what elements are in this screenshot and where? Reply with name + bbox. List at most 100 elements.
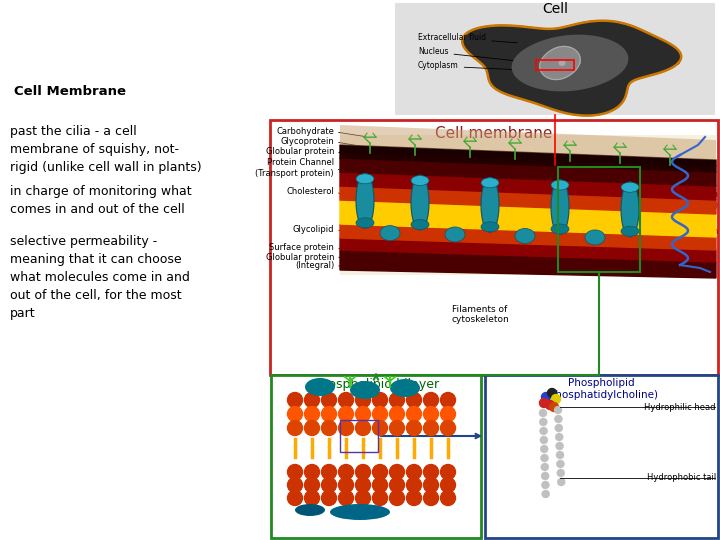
Circle shape — [287, 490, 302, 505]
Circle shape — [322, 490, 336, 505]
Ellipse shape — [481, 178, 499, 188]
Circle shape — [356, 421, 371, 435]
Circle shape — [372, 477, 387, 492]
Text: Cell Membrane: Cell Membrane — [14, 85, 126, 98]
Circle shape — [322, 421, 336, 435]
Ellipse shape — [585, 230, 605, 245]
Circle shape — [390, 464, 405, 480]
Circle shape — [338, 477, 354, 492]
Ellipse shape — [481, 177, 499, 232]
Ellipse shape — [305, 378, 335, 396]
Circle shape — [539, 427, 548, 435]
Ellipse shape — [515, 228, 535, 244]
Circle shape — [539, 418, 547, 426]
Circle shape — [441, 490, 456, 505]
Circle shape — [423, 421, 438, 435]
Circle shape — [390, 393, 405, 408]
Circle shape — [557, 478, 565, 486]
Ellipse shape — [621, 183, 639, 192]
Polygon shape — [340, 224, 716, 250]
Circle shape — [407, 477, 421, 492]
Circle shape — [556, 442, 564, 450]
Ellipse shape — [390, 379, 420, 397]
Ellipse shape — [411, 220, 429, 229]
Circle shape — [305, 490, 320, 505]
Ellipse shape — [380, 226, 400, 240]
Circle shape — [541, 481, 549, 489]
Bar — [558, 167, 640, 272]
Polygon shape — [340, 125, 716, 160]
Circle shape — [540, 436, 548, 444]
Circle shape — [305, 393, 320, 408]
Circle shape — [423, 407, 438, 422]
Circle shape — [322, 407, 336, 422]
Bar — [485, 375, 718, 538]
Text: Phospholipid bilayer: Phospholipid bilayer — [313, 378, 439, 391]
Circle shape — [423, 393, 438, 408]
Circle shape — [287, 407, 302, 422]
Text: Extracellular fluid: Extracellular fluid — [418, 33, 517, 43]
Circle shape — [338, 464, 354, 480]
Circle shape — [287, 421, 302, 435]
Circle shape — [407, 407, 421, 422]
Circle shape — [390, 477, 405, 492]
Circle shape — [356, 490, 371, 505]
Circle shape — [441, 421, 456, 435]
Text: Hydrophilic head: Hydrophilic head — [644, 402, 716, 411]
Circle shape — [541, 393, 551, 402]
Text: Carbohydrate: Carbohydrate — [276, 127, 334, 137]
Circle shape — [557, 460, 564, 468]
Circle shape — [322, 464, 336, 480]
Text: Nucleus: Nucleus — [418, 48, 524, 62]
Text: Glycoprotein: Glycoprotein — [280, 138, 334, 146]
Circle shape — [390, 421, 405, 435]
Circle shape — [338, 490, 354, 505]
Polygon shape — [340, 250, 716, 278]
Text: in charge of monitoring what
comes in and out of the cell: in charge of monitoring what comes in an… — [10, 185, 192, 216]
Circle shape — [554, 406, 562, 414]
Circle shape — [287, 477, 302, 492]
Circle shape — [356, 407, 371, 422]
Bar — [395, 3, 715, 115]
Circle shape — [372, 421, 387, 435]
Circle shape — [338, 407, 354, 422]
Polygon shape — [340, 172, 716, 200]
Text: Cytoplasm: Cytoplasm — [418, 62, 519, 71]
Circle shape — [305, 464, 320, 480]
Circle shape — [287, 393, 302, 408]
Circle shape — [441, 477, 456, 492]
Text: (Integral): (Integral) — [294, 261, 334, 271]
Circle shape — [541, 454, 549, 462]
Circle shape — [549, 402, 559, 411]
Circle shape — [372, 490, 387, 505]
Polygon shape — [340, 200, 716, 237]
Text: Phospholipid
(Phosphatidylcholine): Phospholipid (Phosphatidylcholine) — [545, 378, 658, 400]
Circle shape — [423, 464, 438, 480]
Text: selective permeability -
meaning that it can choose
what molecules come in and
o: selective permeability - meaning that it… — [10, 235, 190, 320]
Bar — [271, 375, 481, 538]
Text: past the cilia - a cell
membrane of squishy, not-
rigid (unlike cell wall in pla: past the cilia - a cell membrane of squi… — [10, 125, 202, 174]
Ellipse shape — [551, 180, 569, 190]
Ellipse shape — [356, 218, 374, 228]
Polygon shape — [340, 186, 716, 214]
Circle shape — [555, 433, 563, 441]
Text: Cell: Cell — [542, 2, 568, 16]
Text: Cell membrane: Cell membrane — [436, 126, 553, 141]
Circle shape — [423, 490, 438, 505]
Circle shape — [423, 477, 438, 492]
Text: Globular protein: Globular protein — [266, 147, 334, 157]
Ellipse shape — [481, 222, 499, 232]
Circle shape — [305, 477, 320, 492]
Text: Surface protein: Surface protein — [269, 244, 334, 253]
Circle shape — [540, 445, 548, 453]
Circle shape — [555, 424, 563, 432]
Circle shape — [541, 463, 549, 471]
Circle shape — [556, 451, 564, 459]
Circle shape — [322, 393, 336, 408]
Circle shape — [356, 477, 371, 492]
Ellipse shape — [621, 182, 639, 237]
Ellipse shape — [295, 504, 325, 516]
Circle shape — [356, 393, 371, 408]
Text: Peripheral protein: Peripheral protein — [649, 227, 718, 237]
Text: Filaments of
cytoskeleton: Filaments of cytoskeleton — [451, 305, 509, 325]
